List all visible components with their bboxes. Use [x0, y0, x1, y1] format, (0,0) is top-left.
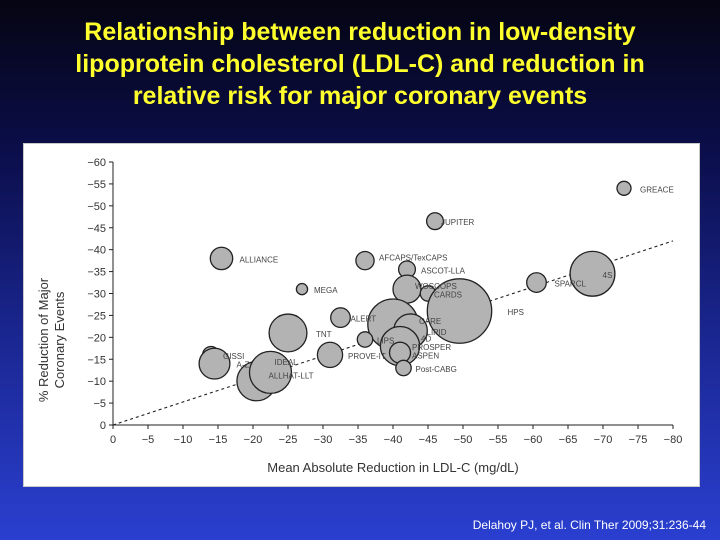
title-line-3: relative risk for major coronary events [132, 82, 588, 110]
y-tick-label: −60 [87, 157, 106, 169]
y-axis-label-line-2: Coronary Events [52, 291, 67, 388]
point-label-woscops: WOSCOPS [415, 282, 457, 291]
point-label-ideal: IDEAL [275, 358, 299, 367]
point-labels-group: GREACE JUPITER ALLIANCE AFCAPS/TexCAPS ASCOT… [223, 185, 674, 380]
point-label-afcaps-texcaps: AFCAPS/TexCAPS [379, 254, 447, 263]
point-jupiter [425, 212, 445, 231]
point-label-tnt: TNT [316, 330, 332, 339]
point-label-ascot-lla: ASCOT-LLA [421, 266, 466, 275]
point-label-4s: 4S [603, 271, 613, 280]
x-tick-label: −30 [314, 434, 333, 446]
point-label-gissi: GISSI [223, 352, 244, 361]
point-label-a-z: A-Z [237, 361, 250, 370]
title-line-2: lipoprotein cholesterol (LDL-C) and redu… [75, 50, 645, 78]
y-tick-label: −50 [87, 201, 106, 213]
x-tick-label: 0 [110, 434, 116, 446]
x-tick-label: −40 [384, 434, 403, 446]
x-tick-label: −80 [664, 434, 683, 446]
title-line-1: Relationship between reduction in low-de… [84, 18, 636, 46]
point-label-mega: MEGA [314, 286, 338, 295]
x-tick-label: −35 [349, 434, 368, 446]
y-tick-label: −20 [87, 332, 106, 344]
point-a-z [198, 347, 231, 380]
point-hps [426, 278, 493, 344]
x-tick-label: −25 [279, 434, 298, 446]
x-tick-label: −15 [209, 434, 228, 446]
x-tick-label: −75 [629, 434, 648, 446]
y-tick-label: −55 [87, 179, 106, 191]
x-tick-label: −50 [454, 434, 473, 446]
point-allhat-llt [248, 350, 293, 395]
x-tick-label: −5 [142, 434, 155, 446]
point-label-aspen: ASPEN [412, 352, 439, 361]
point-label-prosper: PROSPER [412, 343, 451, 352]
point-label-post-cabg: Post-CABG [416, 365, 457, 374]
scatter-chart: 0 −5 −10 −15 −20 −25 −30 −35 −40 −45 −50 −55 −60 −65−… [36, 157, 682, 475]
point-label-care: CARE [419, 317, 441, 326]
axes-group: 0 −5 −10 −15 −20 −25 −30 −35 −40 −45 −50 −55 −60 −65−… [87, 157, 682, 446]
point-label-sparcl: SPARCL [555, 280, 587, 289]
point-label-allhat-llt: ALLHAT-LLT [269, 371, 314, 380]
point-label-prove-it: PROVE-IT [348, 352, 386, 361]
y-tick-label: −25 [87, 310, 106, 322]
y-tick-label: 0 [100, 420, 106, 432]
point-alert [330, 307, 351, 329]
x-tick-label: −20 [244, 434, 263, 446]
point-sparcl [526, 272, 547, 293]
x-tick-label: −65 [559, 434, 578, 446]
point-label-greace: GREACE [640, 185, 674, 194]
x-tick-label: −70 [594, 434, 613, 446]
y-tick-label: −35 [87, 267, 106, 279]
points-group [198, 180, 632, 402]
y-tick-label: −15 [87, 354, 106, 366]
point-label-jupiter: JUPITER [441, 218, 475, 227]
point-afcaps-texcaps [355, 250, 375, 271]
x-tick-label: −10 [174, 434, 193, 446]
y-tick-label: −40 [87, 245, 106, 257]
point-label-cards: CARDS [434, 291, 462, 300]
y-tick-label: −45 [87, 223, 106, 235]
point-prove-it [316, 341, 344, 369]
y-tick-label: −10 [87, 376, 106, 388]
point-mega [295, 282, 309, 296]
y-tick-label: −30 [87, 289, 106, 301]
slide-title: Relationship between reduction in low-de… [10, 16, 710, 112]
chart-panel: 0 −5 −10 −15 −20 −25 −30 −35 −40 −45 −50 −55 −60 −65−… [23, 143, 700, 487]
point-4s [569, 250, 616, 297]
point-post-cabg [395, 359, 412, 377]
point-lips [356, 331, 374, 348]
point-alliance [209, 246, 234, 271]
x-tick-label: −60 [524, 434, 543, 446]
x-tick-label: −55 [489, 434, 508, 446]
point-label-4d: 4D [421, 335, 431, 344]
y-axis-label-line-1: % Reduction of Major [36, 277, 51, 402]
y-tick-label: −5 [93, 398, 106, 410]
point-tnt [268, 313, 308, 353]
point-greace [616, 180, 632, 196]
point-label-lips: LIPS [377, 337, 394, 346]
y-axis-label: % Reduction of Major Coronary Events [36, 277, 67, 402]
point-label-lipid: LIPID [427, 328, 447, 337]
point-label-alliance: ALLIANCE [240, 255, 279, 264]
point-label-hps: HPS [508, 308, 524, 317]
x-axis-label: Mean Absolute Reduction in LDL-C (mg/dL) [267, 460, 518, 475]
x-tick-label: −45 [419, 434, 438, 446]
point-label-alert: ALERT [351, 315, 377, 324]
citation: Delahoy PJ, et al. Clin Ther 2009;31:236… [472, 518, 706, 532]
